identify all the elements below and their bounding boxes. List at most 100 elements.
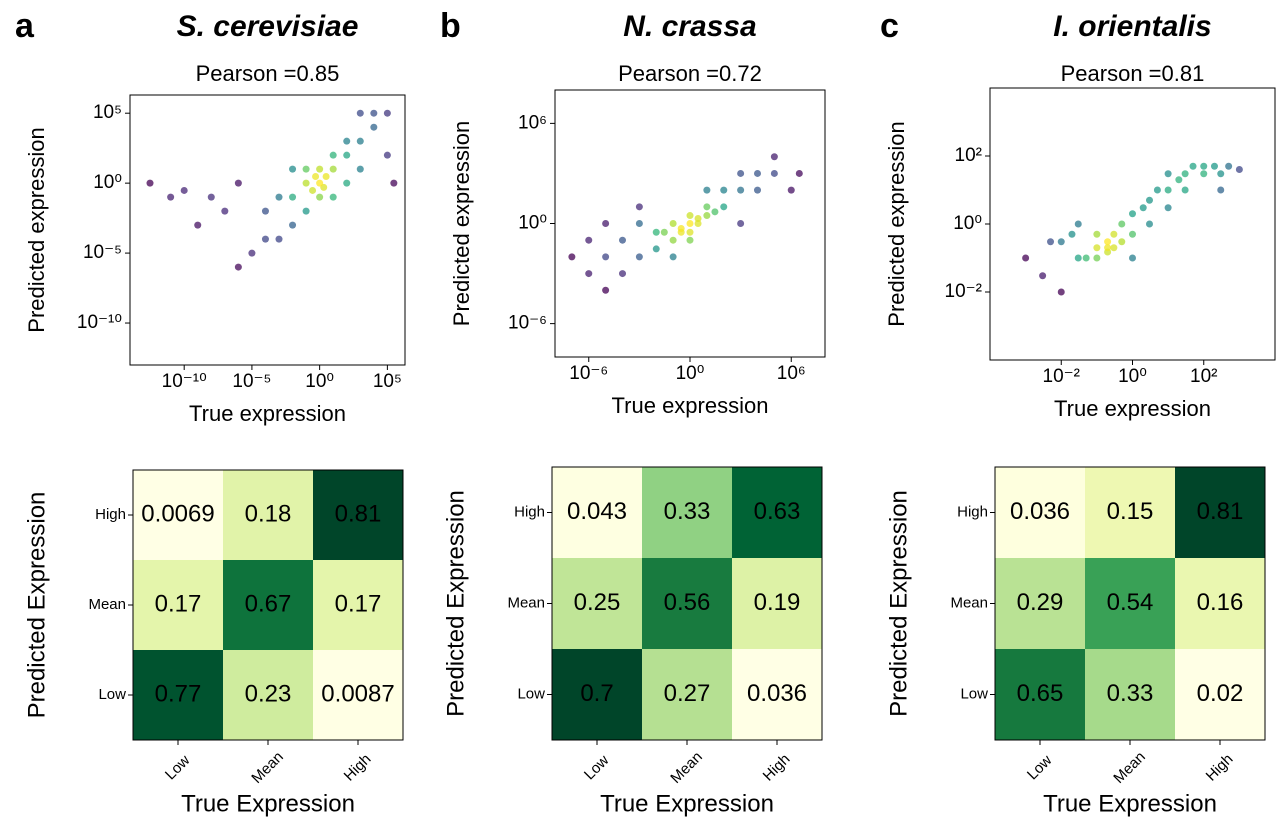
data-point — [356, 109, 364, 117]
heatmap-cell — [223, 470, 313, 560]
data-point — [694, 214, 702, 222]
data-point — [652, 228, 660, 236]
x-tick-label: Mean — [667, 748, 706, 787]
heatmap-cell — [1175, 558, 1265, 649]
y-axis-label: Predicted expression — [449, 121, 474, 326]
x-tick-label: 10⁻¹⁰ — [162, 371, 207, 392]
data-point — [1129, 254, 1136, 262]
cell-value: 0.65 — [1017, 680, 1064, 707]
y-axis-label: Predicted Expression — [885, 490, 912, 717]
cell-value: 0.16 — [1197, 589, 1244, 616]
heatmap-cell — [732, 649, 822, 740]
data-point — [167, 193, 175, 201]
y-tick-label: Low — [517, 685, 545, 702]
heatmap-cell — [1085, 649, 1175, 740]
x-tick-label: Mean — [1110, 748, 1149, 787]
data-point — [275, 235, 283, 243]
data-point — [669, 253, 677, 261]
y-axis-label: Predicted expression — [24, 127, 49, 332]
data-point — [1082, 254, 1090, 262]
data-point — [261, 235, 269, 243]
data-point — [329, 193, 337, 201]
cell-value: 0.81 — [1197, 498, 1244, 525]
data-point — [1235, 166, 1243, 174]
cell-value: 0.23 — [245, 680, 292, 707]
data-point — [660, 228, 668, 236]
data-point — [703, 203, 711, 211]
x-tick-label: 10² — [1190, 366, 1217, 387]
data-point — [703, 212, 711, 220]
data-point — [1145, 220, 1153, 228]
cell-value: 0.036 — [1010, 498, 1070, 525]
data-point — [619, 236, 626, 244]
data-point — [1057, 238, 1065, 246]
data-point — [370, 123, 378, 131]
cell-value: 0.0087 — [321, 680, 394, 707]
data-point — [635, 253, 643, 261]
data-point — [585, 270, 593, 278]
data-point — [1181, 170, 1189, 178]
heatmap-cell — [642, 467, 732, 558]
data-point — [1093, 244, 1101, 252]
data-point — [312, 172, 320, 180]
heatmap-cell — [642, 558, 732, 649]
y-tick-label: 10⁻¹⁰ — [77, 312, 122, 333]
data-point — [248, 249, 256, 257]
heatmap-cell — [732, 558, 822, 649]
data-point — [737, 220, 745, 227]
y-tick-label: High — [514, 503, 545, 520]
y-tick-label: 10⁵ — [93, 102, 122, 123]
data-point — [737, 186, 745, 194]
data-point — [602, 220, 610, 227]
x-axis-label: True expression — [189, 401, 346, 426]
data-point — [289, 165, 297, 173]
data-point — [669, 236, 677, 244]
data-point — [322, 172, 330, 180]
x-tick-label: 10⁻⁵ — [232, 371, 271, 392]
cell-value: 0.77 — [155, 680, 202, 707]
cell-value: 0.02 — [1197, 680, 1244, 707]
data-point — [1047, 238, 1055, 246]
data-point — [1093, 254, 1101, 262]
data-point — [234, 179, 242, 187]
cell-value: 0.63 — [754, 498, 801, 525]
cell-value: 0.7 — [580, 680, 613, 707]
x-axis-label: True Expression — [600, 790, 774, 817]
data-point — [669, 220, 677, 227]
x-axis-label: True Expression — [181, 790, 355, 817]
data-point — [1118, 220, 1126, 228]
data-point — [1074, 220, 1082, 228]
data-point — [770, 153, 778, 161]
data-point — [1210, 162, 1218, 170]
data-point — [1139, 204, 1147, 212]
heatmap-cell — [313, 650, 403, 740]
data-point — [585, 236, 593, 244]
heatmap-cell — [223, 650, 313, 740]
chart-title: I. orientalis — [1053, 10, 1211, 43]
cell-value: 0.036 — [747, 680, 807, 707]
data-point — [711, 208, 719, 216]
heatmap-cell — [313, 470, 403, 560]
data-point — [356, 137, 364, 145]
data-point — [289, 193, 297, 201]
data-point — [568, 253, 576, 261]
heatmap-cell — [1085, 467, 1175, 558]
heatmap-cell — [642, 649, 732, 740]
data-point — [1068, 230, 1076, 238]
x-tick-label: 10⁰ — [676, 363, 705, 384]
plot-frame — [129, 94, 406, 366]
heatmap-cell — [995, 649, 1085, 740]
data-point — [602, 253, 610, 261]
cell-value: 0.29 — [1017, 589, 1064, 616]
cell-value: 0.54 — [1107, 589, 1154, 616]
data-point — [370, 109, 378, 117]
y-tick-label: 10⁻² — [945, 281, 983, 302]
y-tick-label: High — [957, 503, 988, 520]
data-point — [234, 263, 242, 271]
data-point — [1164, 204, 1172, 212]
data-point — [1189, 162, 1197, 170]
x-tick-label: 10⁰ — [305, 371, 334, 392]
data-point — [1129, 210, 1136, 218]
heatmap-cell — [995, 558, 1085, 649]
x-tick-label: High — [760, 751, 794, 785]
